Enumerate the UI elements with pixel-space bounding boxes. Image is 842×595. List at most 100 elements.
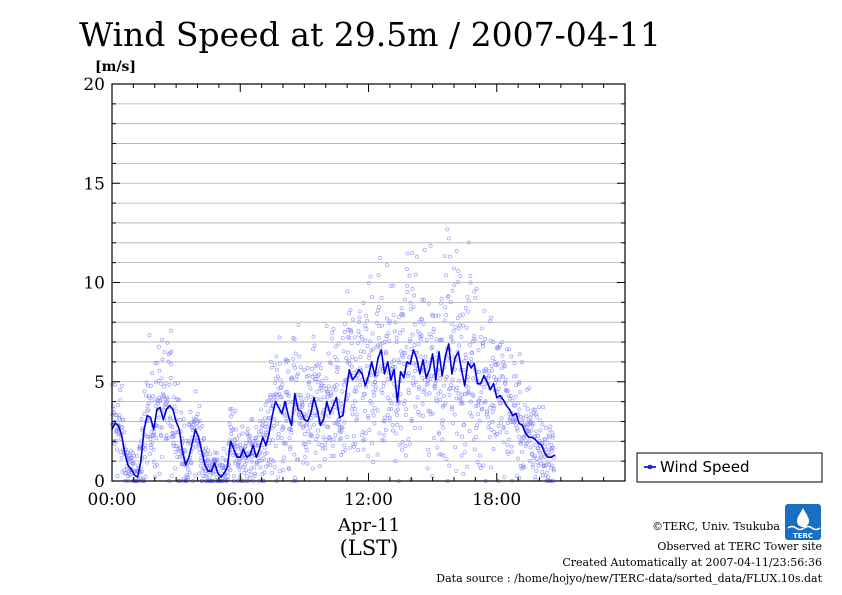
sample-point xyxy=(303,445,308,450)
sample-point xyxy=(160,357,165,362)
sample-point xyxy=(348,445,353,450)
sample-point xyxy=(497,345,502,350)
sample-point xyxy=(498,429,503,434)
sample-point xyxy=(472,334,477,339)
sample-point xyxy=(367,428,372,432)
sample-point xyxy=(480,344,485,349)
sample-point xyxy=(541,405,546,410)
sample-point xyxy=(403,412,408,417)
sample-point xyxy=(468,273,473,278)
sample-point xyxy=(163,381,168,386)
sample-point xyxy=(467,240,471,245)
sample-point xyxy=(412,293,417,298)
sample-point xyxy=(289,428,294,432)
sample-point xyxy=(387,319,392,324)
sample-point xyxy=(391,364,396,369)
series-line-segment xyxy=(447,343,453,375)
sample-point xyxy=(537,450,542,455)
sample-point xyxy=(205,459,210,464)
sample-point xyxy=(409,419,414,423)
sample-point xyxy=(204,451,209,456)
sample-point xyxy=(545,440,550,445)
sample-point xyxy=(469,357,474,362)
sample-point xyxy=(520,419,525,424)
sample-point xyxy=(410,332,415,337)
series-line-segment xyxy=(281,400,286,415)
sample-point xyxy=(232,474,237,479)
sample-point xyxy=(300,404,305,409)
sample-point xyxy=(357,315,362,320)
sample-point xyxy=(324,376,329,381)
sample-point xyxy=(375,321,379,325)
sample-point xyxy=(404,407,409,412)
sample-point xyxy=(253,471,258,476)
sample-point xyxy=(274,367,279,372)
sample-point xyxy=(157,368,162,373)
sample-point xyxy=(500,374,505,379)
sample-point xyxy=(454,468,459,473)
sample-point xyxy=(118,388,122,392)
sample-point xyxy=(235,436,240,441)
sample-point xyxy=(346,392,351,397)
sample-point xyxy=(440,421,445,426)
sample-point xyxy=(309,432,314,437)
sample-point xyxy=(319,388,324,393)
sample-point xyxy=(511,374,516,379)
sample-point xyxy=(528,419,533,424)
sample-point xyxy=(322,457,327,461)
sample-point xyxy=(270,438,275,442)
sample-point xyxy=(387,320,392,325)
sample-point xyxy=(213,450,218,455)
sample-point xyxy=(230,411,235,416)
sample-point xyxy=(398,425,403,430)
series-line-segment xyxy=(345,368,351,393)
y-tick-label: 10 xyxy=(83,274,105,294)
sample-point xyxy=(215,457,220,462)
sample-point xyxy=(198,418,202,423)
sample-point xyxy=(251,439,256,444)
sample-point xyxy=(168,415,173,420)
sample-point xyxy=(546,435,551,440)
sample-point xyxy=(536,448,541,453)
series-line-segment xyxy=(467,361,472,369)
sample-point xyxy=(335,369,340,374)
sample-point xyxy=(165,436,170,441)
sample-point xyxy=(299,422,304,427)
sample-point xyxy=(393,459,398,464)
sample-point xyxy=(372,405,377,410)
sample-point xyxy=(198,463,203,468)
sample-point xyxy=(177,398,182,403)
sample-point xyxy=(452,283,457,288)
sample-point xyxy=(142,389,147,394)
sample-point xyxy=(266,462,271,466)
sample-point xyxy=(357,320,361,325)
sample-point xyxy=(373,384,378,389)
sample-point xyxy=(527,431,532,436)
series-line-segment xyxy=(300,410,306,421)
sample-point xyxy=(420,375,425,380)
sample-point xyxy=(245,432,250,437)
sample-point xyxy=(329,361,334,366)
sample-point xyxy=(166,359,171,364)
sample-point xyxy=(278,377,283,382)
sample-point xyxy=(476,412,480,417)
sample-point xyxy=(120,425,125,430)
sample-point xyxy=(155,360,160,365)
series-line-segment xyxy=(402,361,408,379)
sample-point xyxy=(356,329,361,334)
sample-point xyxy=(436,313,441,318)
sample-point xyxy=(316,428,321,433)
sample-point xyxy=(529,428,534,433)
sample-point xyxy=(272,416,277,421)
sample-point xyxy=(362,392,367,397)
sample-point xyxy=(293,365,298,370)
sample-point xyxy=(248,434,252,439)
sample-point xyxy=(408,307,413,312)
legend-box xyxy=(636,452,823,483)
sample-point xyxy=(441,453,446,458)
series-line-segment xyxy=(249,444,254,457)
sample-point xyxy=(426,447,430,452)
series-line-segment xyxy=(409,349,415,365)
sample-point xyxy=(262,416,267,421)
sample-point xyxy=(182,423,187,428)
